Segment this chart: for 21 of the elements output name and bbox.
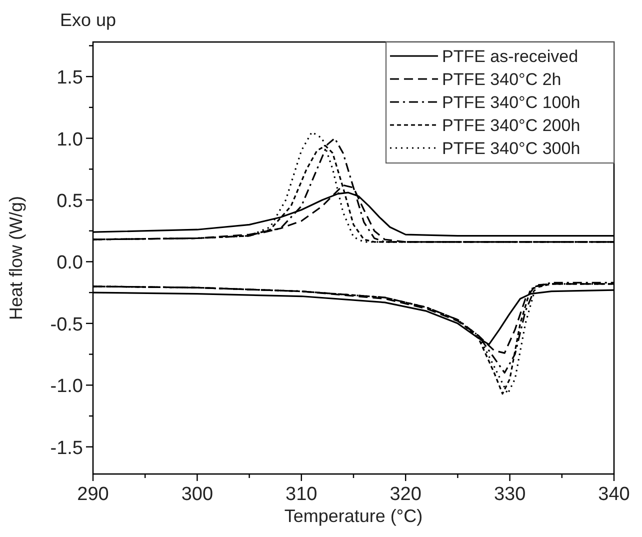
y-tick-label: 0.0 [56,252,83,274]
legend-label: PTFE 340°C 100h [442,93,580,112]
y-tick-label: 1.5 [56,68,83,89]
x-tick-label: 340 [598,484,630,505]
text: Exo up [60,10,116,30]
y-tick-label: -1.0 [50,376,83,398]
y-tick-label: -1.5 [50,438,83,459]
x-tick-label: 310 [286,484,318,505]
x-tick-label: 300 [181,484,214,505]
legend-label: PTFE as-received [442,47,578,66]
y-axis-title: Heat flow (W/g) [6,196,26,320]
x-tick-label: 330 [494,484,526,505]
x-tick-label: 320 [390,484,422,505]
x-tick-label: 290 [77,484,109,505]
legend-label: PTFE 340°C 2h [442,70,562,89]
y-tick-label: -0.5 [50,314,83,336]
x-axis-title: Temperature (°C) [284,506,423,526]
legend-label: PTFE 340°C 300h [442,139,580,158]
y-tick-label: 0.5 [56,190,83,212]
legend-label: PTFE 340°C 200h [442,116,580,135]
y-tick-label: 1.0 [56,129,83,150]
